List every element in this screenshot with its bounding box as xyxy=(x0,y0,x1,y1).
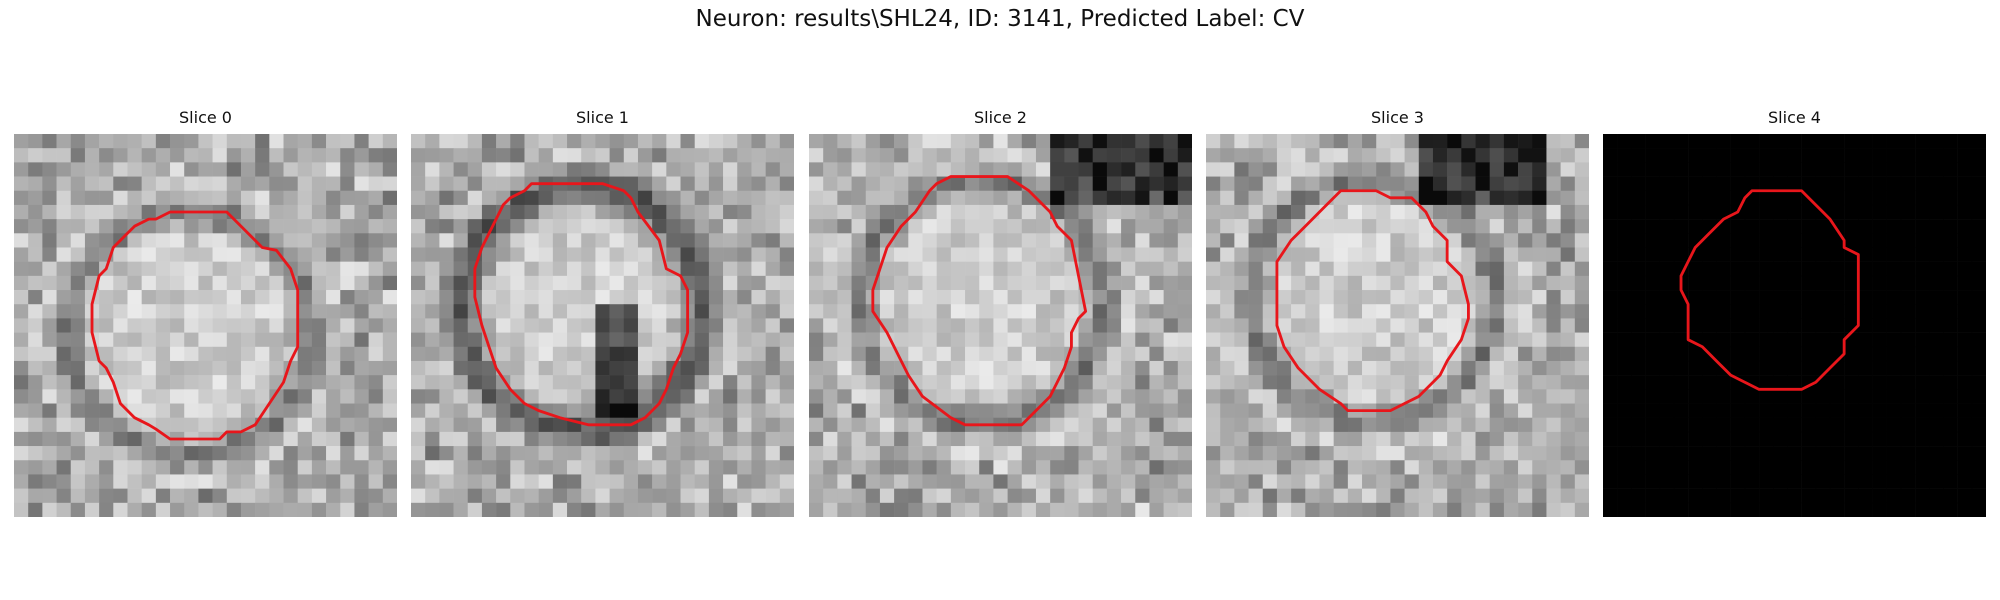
panel-title: Slice 1 xyxy=(576,108,629,127)
slice-image xyxy=(1603,134,1986,517)
contour-outline xyxy=(473,182,690,427)
pixel-grid xyxy=(411,134,794,517)
pixel-grid xyxy=(1206,134,1589,517)
slice-image xyxy=(14,134,397,517)
contour-outline xyxy=(1275,189,1470,413)
contour-outline xyxy=(1679,189,1860,391)
slice-image xyxy=(1206,134,1589,517)
contour-outline xyxy=(90,210,300,441)
panel-title: Slice 2 xyxy=(974,108,1027,127)
panel-title: Slice 3 xyxy=(1371,108,1424,127)
slice-image xyxy=(809,134,1192,517)
slice-image xyxy=(411,134,794,517)
panel-title: Slice 0 xyxy=(179,108,232,127)
pixel-grid xyxy=(14,134,397,517)
pixel-grid xyxy=(1603,134,1986,517)
panel-title: Slice 4 xyxy=(1768,108,1821,127)
pixel-grid xyxy=(809,134,1192,517)
figure-title: Neuron: results\SHL24, ID: 3141, Predict… xyxy=(695,6,1305,32)
contour-outline xyxy=(871,175,1088,427)
